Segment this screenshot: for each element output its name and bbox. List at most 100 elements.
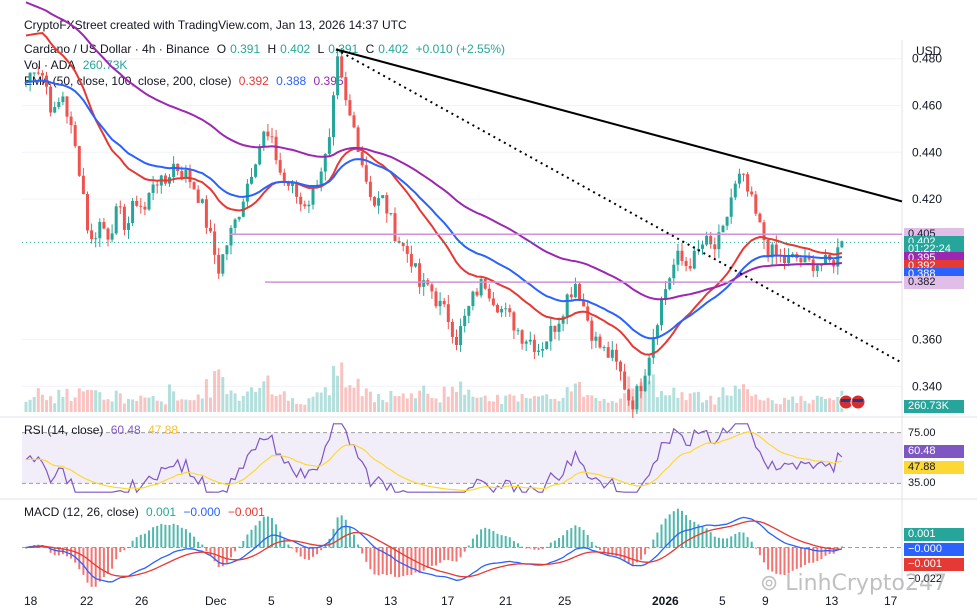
candle-body [405, 245, 409, 254]
macd-histogram-bar [504, 535, 507, 548]
volume-bar [192, 400, 196, 412]
macd-line-value: −0.000 [183, 505, 221, 519]
candle-body [434, 291, 438, 307]
x-tick-label: 22 [80, 594, 94, 608]
macd-histogram-bar [779, 547, 782, 575]
volume-bar [692, 392, 696, 412]
candle-body [61, 96, 65, 103]
volume-bar [69, 401, 73, 412]
rsi-ma-value: 47.88 [148, 423, 179, 437]
macd-histogram-bar [742, 532, 745, 548]
candle-body [565, 294, 569, 317]
candle-body [725, 216, 729, 226]
candle-body [90, 230, 94, 240]
macd-histogram-bar [332, 528, 335, 548]
macd-histogram-bar [463, 547, 466, 552]
volume-bar [623, 393, 627, 412]
volume-tag: 260.73K [904, 400, 964, 413]
candle-body [729, 197, 733, 217]
candle-body [508, 308, 512, 313]
macd-histogram-bar [271, 517, 273, 548]
candle-body [172, 163, 176, 178]
candle-body [487, 288, 491, 299]
macd-histogram-bar [107, 547, 109, 574]
macd-histogram-bar [197, 541, 200, 548]
volume-bar [557, 401, 561, 412]
volume-bar [254, 391, 258, 412]
candle-body [799, 258, 803, 263]
volume-bar [373, 402, 376, 412]
volume-bar [832, 400, 836, 412]
volume-bar [266, 375, 270, 412]
volume-bar [110, 401, 114, 412]
macd-histogram-bar [303, 547, 306, 560]
candle-body [381, 195, 385, 199]
candle-body [86, 194, 89, 231]
volume-bar [163, 404, 167, 412]
macd-histogram-bar [320, 547, 323, 551]
macd-histogram-bar [164, 524, 167, 548]
candle-body [278, 160, 282, 173]
candle-body [651, 337, 655, 358]
macd-histogram-bar [840, 546, 843, 548]
volume-bar [754, 394, 758, 412]
x-tick-label: 17 [441, 594, 455, 608]
candle-body [295, 182, 299, 197]
macd-histogram-bar [78, 547, 81, 570]
candle-body [385, 195, 389, 214]
macd-histogram-bar [369, 547, 372, 570]
macd-histogram-bar [656, 532, 659, 548]
macd-histogram-bar [533, 547, 536, 550]
candle-body [602, 347, 606, 349]
symbol-legend: Cardano / US Dollar · 4h · Binance O 0.39… [24, 42, 509, 56]
macd-histogram-bar [619, 547, 622, 558]
volume-bar [45, 400, 48, 412]
candle-body [319, 171, 323, 185]
volume-bar [545, 394, 549, 412]
candle-body [787, 256, 791, 264]
volume-bar [578, 381, 581, 412]
volume-bar [61, 397, 65, 412]
macd-histogram-bar [820, 547, 823, 560]
candle-body [135, 201, 139, 206]
candle-body [627, 389, 631, 401]
macd-histogram-bar [459, 547, 462, 558]
y-tick-label: 0.480 [912, 52, 942, 66]
candle-body [668, 278, 672, 290]
candle-body [213, 231, 217, 255]
y-tick-label: 0.360 [912, 332, 942, 346]
volume-bar [491, 401, 495, 412]
high-value: 0.402 [280, 42, 311, 56]
volume-bar [627, 376, 631, 412]
candle-body [336, 56, 340, 96]
volume-bar [586, 395, 590, 412]
macd-histogram-bar [70, 547, 73, 559]
macd-legend: MACD (12, 26, close) 0.001 −0.000 −0.001 [24, 505, 269, 519]
candle-body [229, 227, 233, 246]
candle-body [323, 153, 327, 172]
volume-bar [282, 391, 286, 412]
candle-body [57, 102, 61, 108]
macd-histogram-bar [402, 547, 405, 577]
macd-histogram-bar [697, 524, 700, 548]
price-tag: 0.382 [904, 276, 964, 290]
volume-bar [590, 395, 594, 412]
descending-trendline [335, 48, 903, 203]
volume-bar [299, 404, 303, 412]
macd-label: MACD (12, 26, close) [24, 505, 139, 519]
volume-bar [381, 400, 385, 412]
x-tick-label: 17 [884, 594, 898, 608]
candle-body [619, 361, 622, 372]
candle-body [754, 194, 758, 214]
x-tick-label: 13 [825, 594, 839, 608]
candle-body [192, 182, 196, 190]
candle-body [221, 254, 225, 274]
macd-histogram-bar [250, 529, 253, 548]
ema-line-ema-100 [25, 79, 843, 340]
macd-histogram-bar [578, 527, 581, 548]
macd-histogram-bar [476, 534, 478, 548]
macd-histogram-bar [25, 547, 27, 549]
volume-bar [791, 396, 795, 412]
volume-bar [168, 384, 171, 412]
candle-body [803, 257, 807, 263]
